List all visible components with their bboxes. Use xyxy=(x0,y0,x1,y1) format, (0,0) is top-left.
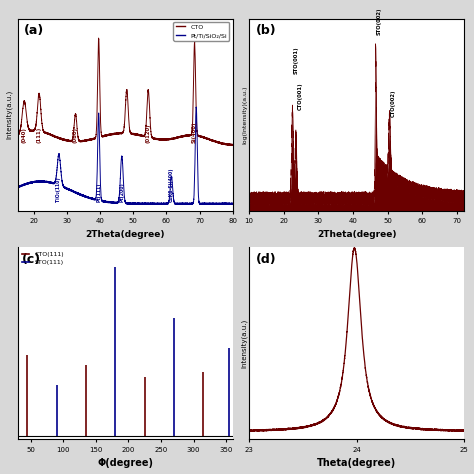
Text: CuKβ-Si(400): CuKβ-Si(400) xyxy=(169,167,174,202)
Legend: CTO, Pt/Ti/SiO₂/Si: CTO, Pt/Ti/SiO₂/Si xyxy=(173,22,229,41)
Text: (111): (111) xyxy=(36,126,42,143)
Text: (c): (c) xyxy=(22,253,41,266)
X-axis label: 2Theta(degree): 2Theta(degree) xyxy=(85,230,165,239)
Text: CTO(001): CTO(001) xyxy=(297,83,302,110)
Text: (080): (080) xyxy=(73,127,78,143)
Y-axis label: Intensity(a.u.): Intensity(a.u.) xyxy=(241,319,248,368)
Text: (040): (040) xyxy=(22,127,27,143)
Text: CTO(002): CTO(002) xyxy=(391,90,396,117)
X-axis label: Φ(degree): Φ(degree) xyxy=(97,458,153,468)
Text: Pt(200): Pt(200) xyxy=(119,182,124,202)
Text: Pt(111): Pt(111) xyxy=(96,182,101,202)
Text: (0120): (0120) xyxy=(146,123,151,143)
Text: (d): (d) xyxy=(255,253,276,266)
Y-axis label: Intensity(a.u.): Intensity(a.u.) xyxy=(6,90,12,139)
Text: STO(002): STO(002) xyxy=(377,8,382,36)
Y-axis label: log(Intensity)(a.u.): log(Intensity)(a.u.) xyxy=(243,85,248,144)
Text: STO(001): STO(001) xyxy=(294,46,299,74)
Text: Si(400): Si(400) xyxy=(192,121,197,143)
Legend: CTO(111), STO(111): CTO(111), STO(111) xyxy=(21,250,65,267)
X-axis label: 2Theta(degree): 2Theta(degree) xyxy=(317,230,396,239)
Text: TiO₂(110): TiO₂(110) xyxy=(56,177,62,202)
Text: (b): (b) xyxy=(255,24,276,37)
Text: (a): (a) xyxy=(24,24,44,37)
X-axis label: Theta(degree): Theta(degree) xyxy=(317,458,396,468)
